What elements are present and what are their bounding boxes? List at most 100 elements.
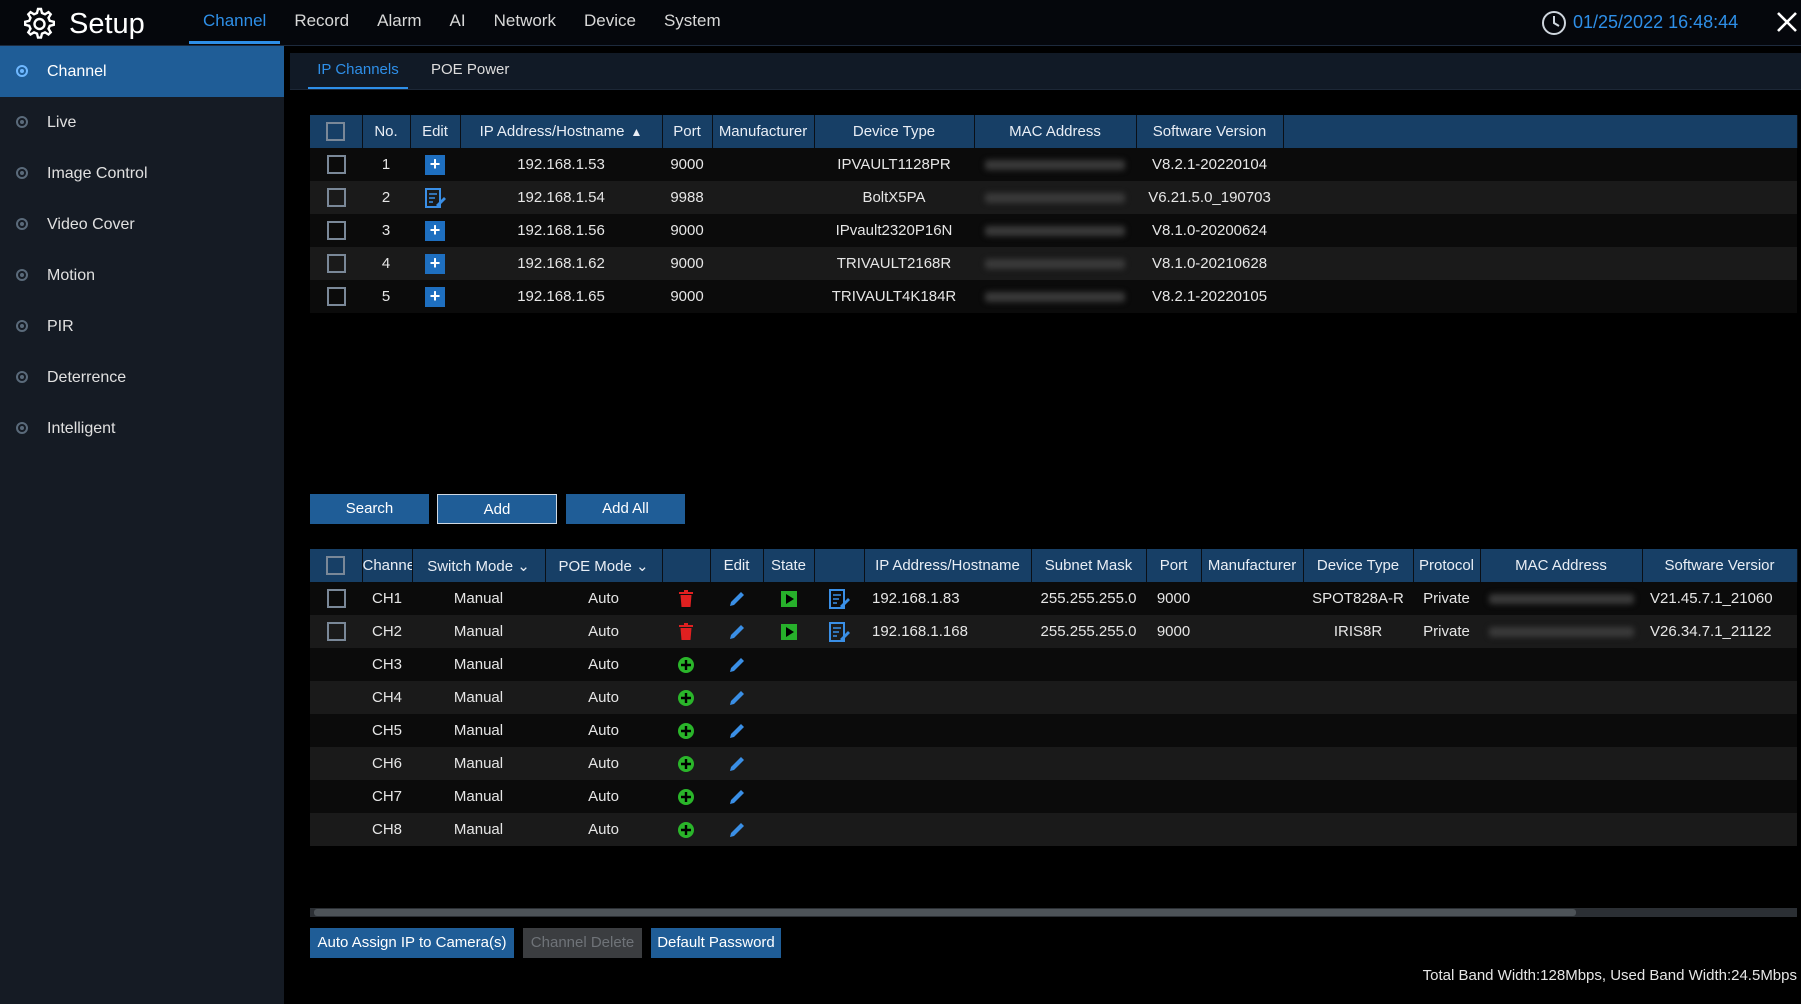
auto-assign-ip-button[interactable]: Auto Assign IP to Camera(s) <box>310 928 514 958</box>
cell-manufacturer <box>1201 714 1303 747</box>
table-row[interactable]: CH8 Manual Auto <box>310 813 1797 846</box>
add-device-button[interactable]: + <box>410 214 460 247</box>
cell-ip <box>864 714 1031 747</box>
cell-poe-mode: Auto <box>545 648 662 681</box>
add-channel-button[interactable] <box>662 813 710 846</box>
table-row[interactable]: 4 + 192.168.1.62 9000 TRIVAULT2168R V8.1… <box>310 247 1797 280</box>
add-all-button[interactable]: Add All <box>566 494 685 524</box>
select-all-checkbox[interactable] <box>310 549 363 582</box>
add-device-button[interactable]: + <box>410 280 460 313</box>
add-device-button[interactable]: + <box>410 247 460 280</box>
menu-alarm[interactable]: Alarm <box>377 11 422 30</box>
play-button[interactable] <box>763 615 814 648</box>
cell-no: 5 <box>362 280 410 313</box>
channel-delete-button[interactable]: Channel Delete <box>523 928 642 958</box>
sidebar-item-image-control[interactable]: Image Control <box>0 148 284 199</box>
column-header-poe-mode[interactable]: POE Mode ⌄ <box>545 549 663 582</box>
cell-version <box>1642 648 1797 681</box>
sidebar-item-video-cover[interactable]: Video Cover <box>0 199 284 250</box>
add-channel-button[interactable] <box>662 648 710 681</box>
config-button[interactable] <box>814 582 864 615</box>
sidebar-item-channel[interactable]: Channel <box>0 46 284 97</box>
edit-channel-button[interactable] <box>710 813 763 846</box>
cell-subnet <box>1031 681 1146 714</box>
horizontal-scrollbar[interactable] <box>310 908 1797 917</box>
default-password-button[interactable]: Default Password <box>651 928 781 958</box>
row-checkbox[interactable] <box>310 181 362 214</box>
table-row[interactable]: CH5 Manual Auto <box>310 714 1797 747</box>
edit-channel-button[interactable] <box>710 747 763 780</box>
edit-channel-button[interactable] <box>710 582 763 615</box>
row-checkbox[interactable] <box>310 247 362 280</box>
tab-ip-channels[interactable]: IP Channels <box>308 53 408 89</box>
search-button[interactable]: Search <box>310 494 429 524</box>
menu-channel[interactable]: Channel <box>189 0 281 44</box>
table-row[interactable]: CH6 Manual Auto <box>310 747 1797 780</box>
column-header-state: State <box>763 549 815 582</box>
table-row[interactable]: CH3 Manual Auto <box>310 648 1797 681</box>
config-button[interactable] <box>814 615 864 648</box>
column-header-edit: Edit <box>410 115 461 148</box>
cell-ip: 192.168.1.168 <box>864 615 1031 648</box>
cell-poe-mode: Auto <box>545 615 662 648</box>
add-circle-icon <box>678 689 694 706</box>
sidebar-item-motion[interactable]: Motion <box>0 250 284 301</box>
sidebar-item-deterrence[interactable]: Deterrence <box>0 352 284 403</box>
menu-ai[interactable]: AI <box>449 11 466 30</box>
cell-port: 9000 <box>1146 582 1201 615</box>
table-row[interactable]: 1 + 192.168.1.53 9000 IPVAULT1128PR V8.2… <box>310 148 1797 181</box>
row-checkbox[interactable] <box>310 214 362 247</box>
tab-poe-power[interactable]: POE Power <box>431 61 510 78</box>
table-row[interactable]: 3 + 192.168.1.56 9000 IPvault2320P16N V8… <box>310 214 1797 247</box>
edit-channel-button[interactable] <box>710 648 763 681</box>
cell-port <box>1146 648 1201 681</box>
add-channel-button[interactable] <box>662 714 710 747</box>
table-row[interactable]: CH1 Manual Auto 192.168.1.83 255.255.255… <box>310 582 1797 615</box>
edit-device-button[interactable] <box>410 181 460 214</box>
sidebar-item-pir[interactable]: PIR <box>0 301 284 352</box>
sidebar-item-intelligent[interactable]: Intelligent <box>0 403 284 454</box>
row-checkbox[interactable] <box>310 280 362 313</box>
table-row[interactable]: CH2 Manual Auto 192.168.1.168 255.255.25… <box>310 615 1797 648</box>
cell-port: 9000 <box>662 247 712 280</box>
column-header-switch-mode[interactable]: Switch Mode ⌄ <box>412 549 546 582</box>
menu-device[interactable]: Device <box>583 11 636 30</box>
cell-switch-mode: Manual <box>412 780 545 813</box>
table-row[interactable]: 5 + 192.168.1.65 9000 TRIVAULT4K184R V8.… <box>310 280 1797 313</box>
edit-channel-button[interactable] <box>710 780 763 813</box>
table-row[interactable]: CH4 Manual Auto <box>310 681 1797 714</box>
delete-channel-button[interactable] <box>662 615 710 648</box>
cell-poe-mode: Auto <box>545 813 662 846</box>
select-all-checkbox[interactable] <box>310 115 363 148</box>
add-channel-button[interactable] <box>662 747 710 780</box>
table-row[interactable]: 2 192.168.1.54 9988 BoltX5PA V6.21.5.0_1… <box>310 181 1797 214</box>
table-row[interactable]: CH7 Manual Auto <box>310 780 1797 813</box>
column-header-ip[interactable]: IP Address/Hostname ▲ <box>460 115 663 148</box>
column-header-channel: Channel <box>362 549 413 582</box>
edit-channel-button[interactable] <box>710 681 763 714</box>
delete-channel-button[interactable] <box>662 582 710 615</box>
menu-system[interactable]: System <box>663 11 721 30</box>
add-channel-button[interactable] <box>662 681 710 714</box>
menu-network[interactable]: Network <box>493 11 556 30</box>
edit-channel-button[interactable] <box>710 714 763 747</box>
row-checkbox[interactable] <box>310 148 362 181</box>
column-header-poe-mode-label: POE Mode <box>558 557 632 575</box>
row-checkbox[interactable] <box>310 582 362 615</box>
add-channel-button[interactable] <box>662 780 710 813</box>
menu-record[interactable]: Record <box>294 11 350 30</box>
diamond-icon <box>16 167 28 179</box>
edit-channel-button[interactable] <box>710 615 763 648</box>
cell-channel: CH6 <box>362 747 412 780</box>
sidebar-item-live[interactable]: Live <box>0 97 284 148</box>
column-header-switch-mode-label: Switch Mode <box>427 557 514 575</box>
add-button[interactable]: Add <box>437 494 557 524</box>
row-checkbox[interactable] <box>310 615 362 648</box>
scrollbar-thumb[interactable] <box>314 909 1576 916</box>
column-header-manufacturer: Manufacturer <box>712 115 815 148</box>
play-button[interactable] <box>763 582 814 615</box>
add-device-button[interactable]: + <box>410 148 460 181</box>
cell-subnet <box>1031 648 1146 681</box>
close-icon[interactable] <box>1773 8 1801 36</box>
cell-device-type: IRIS8R <box>1303 615 1413 648</box>
